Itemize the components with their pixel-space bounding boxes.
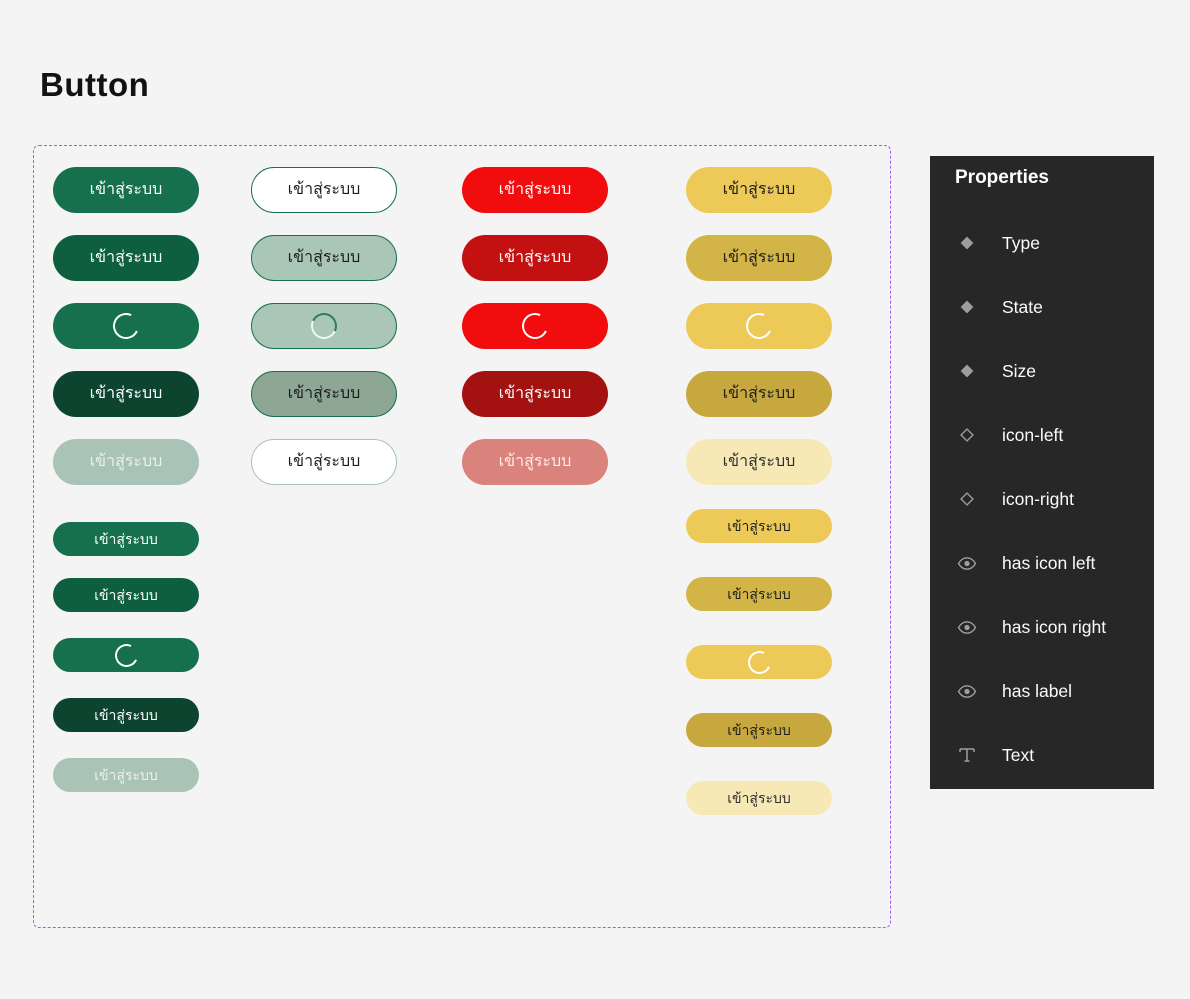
button-label: เข้าสู่ระบบ <box>89 249 163 266</box>
button-primary-green-pressed-small[interactable]: เข้าสู่ระบบ <box>53 698 199 732</box>
loading-spinner-icon <box>518 309 552 343</box>
button-label: เข้าสู่ระบบ <box>89 453 163 470</box>
button-label: เข้าสู่ระบบ <box>722 249 796 266</box>
diamond-outline-icon <box>956 424 978 446</box>
button-label: เข้าสู่ระบบ <box>498 181 572 198</box>
property-item-label: State <box>1002 296 1043 317</box>
properties-panel-title: Properties <box>955 167 1049 188</box>
property-item-icon-left[interactable]: icon-left <box>930 421 1154 449</box>
text-icon <box>956 744 978 766</box>
button-label: เข้าสู่ระบบ <box>94 587 158 603</box>
button-warning-yellow-default-large[interactable]: เข้าสู่ระบบ <box>686 167 832 213</box>
loading-spinner-icon <box>111 640 141 670</box>
button-warning-yellow-pressed-large[interactable]: เข้าสู่ระบบ <box>686 371 832 417</box>
button-label: เข้าสู่ระบบ <box>498 385 572 402</box>
diamond-filled-icon <box>956 360 978 382</box>
property-item-label: has label <box>1002 680 1073 701</box>
button-warning-yellow-pressed-small[interactable]: เข้าสู่ระบบ <box>686 713 832 747</box>
button-danger-red-hover-large[interactable]: เข้าสู่ระบบ <box>462 235 608 281</box>
diamond-filled-icon <box>956 296 978 318</box>
property-item-label: has icon left <box>1002 552 1096 573</box>
button-label: เข้าสู่ระบบ <box>727 518 791 534</box>
button-warning-yellow-loading-large[interactable] <box>686 303 832 349</box>
property-item-has-icon-right[interactable]: has icon right <box>930 613 1154 641</box>
property-item-has-icon-left[interactable]: has icon left <box>930 549 1154 577</box>
eye-icon <box>956 552 978 574</box>
button-warning-yellow-default-small[interactable]: เข้าสู่ระบบ <box>686 509 832 543</box>
button-secondary-outline-hover-large[interactable]: เข้าสู่ระบบ <box>251 235 397 281</box>
button-label: เข้าสู่ระบบ <box>94 767 158 783</box>
button-label: เข้าสู่ระบบ <box>94 707 158 723</box>
button-primary-green-disabled-large[interactable]: เข้าสู่ระบบ <box>53 439 199 485</box>
button-warning-yellow-hover-small[interactable]: เข้าสู่ระบบ <box>686 577 832 611</box>
button-warning-yellow-hover-large[interactable]: เข้าสู่ระบบ <box>686 235 832 281</box>
button-label: เข้าสู่ระบบ <box>727 790 791 806</box>
property-item-label: Size <box>1002 360 1037 381</box>
button-label: เข้าสู่ระบบ <box>498 249 572 266</box>
button-primary-green-loading-small[interactable] <box>53 638 199 672</box>
button-label: เข้าสู่ระบบ <box>727 586 791 602</box>
button-primary-green-hover-large[interactable]: เข้าสู่ระบบ <box>53 235 199 281</box>
property-item-icon-right[interactable]: icon-right <box>930 485 1154 513</box>
loading-spinner-icon <box>744 647 774 677</box>
button-primary-green-pressed-large[interactable]: เข้าสู่ระบบ <box>53 371 199 417</box>
button-secondary-outline-pressed-large[interactable]: เข้าสู่ระบบ <box>251 371 397 417</box>
property-item-type[interactable]: Type <box>930 229 1154 257</box>
button-warning-yellow-disabled-large[interactable]: เข้าสู่ระบบ <box>686 439 832 485</box>
button-label: เข้าสู่ระบบ <box>287 249 361 266</box>
component-frame: เข้าสู่ระบบ เข้าสู่ระบบ เข้าสู่ระบบ เข้าสู่… <box>33 145 891 928</box>
button-secondary-outline-loading-large[interactable] <box>251 303 397 349</box>
eye-icon <box>956 616 978 638</box>
eye-icon <box>956 680 978 702</box>
loading-spinner-icon <box>109 309 143 343</box>
button-secondary-outline-default-large[interactable]: เข้าสู่ระบบ <box>251 167 397 213</box>
button-secondary-outline-disabled-large[interactable]: เข้าสู่ระบบ <box>251 439 397 485</box>
button-label: เข้าสู่ระบบ <box>727 722 791 738</box>
button-primary-green-default-small[interactable]: เข้าสู่ระบบ <box>53 522 199 556</box>
property-item-label: Type <box>1002 232 1040 253</box>
property-item-label: has icon right <box>1002 616 1107 637</box>
property-item-has-label[interactable]: has label <box>930 677 1154 705</box>
page-title: Button <box>40 66 150 103</box>
button-label: เข้าสู่ระบบ <box>722 453 796 470</box>
button-primary-green-loading-large[interactable] <box>53 303 199 349</box>
button-primary-green-hover-small[interactable]: เข้าสู่ระบบ <box>53 578 199 612</box>
button-warning-yellow-loading-small[interactable] <box>686 645 832 679</box>
button-warning-yellow-disabled-small[interactable]: เข้าสู่ระบบ <box>686 781 832 815</box>
property-item-label: Text <box>1002 744 1035 765</box>
button-danger-red-disabled-large[interactable]: เข้าสู่ระบบ <box>462 439 608 485</box>
button-danger-red-pressed-large[interactable]: เข้าสู่ระบบ <box>462 371 608 417</box>
button-primary-green-disabled-small[interactable]: เข้าสู่ระบบ <box>53 758 199 792</box>
property-item-text[interactable]: Text <box>930 741 1154 769</box>
button-danger-red-default-large[interactable]: เข้าสู่ระบบ <box>462 167 608 213</box>
properties-panel: Properties Type State Size icon-left icon-ri… <box>930 156 1154 789</box>
property-item-size[interactable]: Size <box>930 357 1154 385</box>
button-label: เข้าสู่ระบบ <box>287 453 361 470</box>
button-label: เข้าสู่ระบบ <box>287 385 361 402</box>
loading-spinner-icon <box>307 309 341 343</box>
button-label: เข้าสู่ระบบ <box>94 531 158 547</box>
diamond-filled-icon <box>956 232 978 254</box>
button-label: เข้าสู่ระบบ <box>498 453 572 470</box>
diamond-outline-icon <box>956 488 978 510</box>
button-label: เข้าสู่ระบบ <box>287 181 361 198</box>
loading-spinner-icon <box>742 309 776 343</box>
property-item-label: icon-left <box>1002 424 1064 445</box>
button-label: เข้าสู่ระบบ <box>89 181 163 198</box>
button-primary-green-default-large[interactable]: เข้าสู่ระบบ <box>53 167 199 213</box>
button-label: เข้าสู่ระบบ <box>722 385 796 402</box>
button-label: เข้าสู่ระบบ <box>722 181 796 198</box>
property-item-label: icon-right <box>1002 488 1074 509</box>
property-item-state[interactable]: State <box>930 293 1154 321</box>
button-danger-red-loading-large[interactable] <box>462 303 608 349</box>
button-label: เข้าสู่ระบบ <box>89 385 163 402</box>
